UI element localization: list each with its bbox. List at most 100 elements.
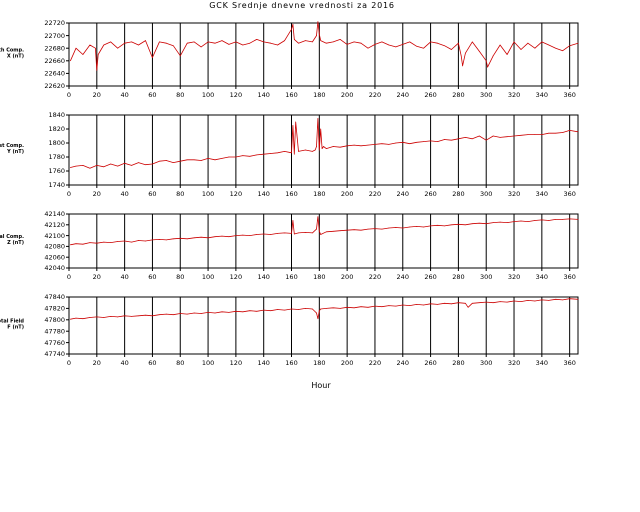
y-axis-label: X (nT) <box>7 54 24 60</box>
data-point <box>367 306 369 308</box>
x-tick-label: 220 <box>369 190 381 198</box>
data-point <box>89 167 91 169</box>
x-tick-label: 340 <box>536 273 548 281</box>
data-point <box>193 41 195 43</box>
data-point <box>318 149 320 151</box>
data-point <box>138 315 139 317</box>
series-line <box>70 298 579 320</box>
data-point <box>159 314 160 316</box>
y-tick-label: 22700 <box>44 32 65 40</box>
panel-3: 42040 42060 42080 42100 42120 42140 0 20 40 60 80 1… <box>0 210 579 281</box>
x-tick-label: 220 <box>369 91 381 99</box>
data-point <box>492 302 494 304</box>
data-point <box>478 222 480 224</box>
series-line <box>70 118 579 169</box>
data-point <box>242 311 244 313</box>
x-tick-label: 180 <box>313 91 325 99</box>
data-point <box>562 132 564 133</box>
data-point <box>478 51 480 52</box>
data-point <box>159 41 160 43</box>
data-point <box>325 308 327 309</box>
data-point <box>312 41 313 43</box>
panel-4: 47740 47760 47780 47800 47820 47840 0 20 40 60 80 1… <box>0 293 579 367</box>
data-point <box>471 138 473 140</box>
data-point <box>200 160 202 161</box>
x-tick-label: 60 <box>148 359 156 367</box>
data-point <box>235 156 237 158</box>
data-point <box>293 153 295 155</box>
x-tick-label: 80 <box>176 190 184 198</box>
data-point <box>374 44 376 45</box>
data-point <box>207 158 209 159</box>
y-tick-label: 22660 <box>44 57 65 65</box>
data-point <box>437 304 438 305</box>
plot-frame <box>68 296 579 355</box>
y-axis-label: Z (nT) <box>7 240 24 246</box>
data-point <box>332 146 334 147</box>
data-point <box>70 60 71 62</box>
data-point <box>249 155 251 157</box>
data-point <box>374 228 376 229</box>
data-point <box>193 159 195 161</box>
x-tick-label: 240 <box>397 359 409 367</box>
x-tick-label: 340 <box>536 359 548 367</box>
data-point <box>527 300 529 301</box>
data-point <box>221 235 223 237</box>
data-point <box>186 313 188 315</box>
data-point <box>124 315 125 317</box>
data-point <box>314 149 316 151</box>
data-point <box>353 229 355 231</box>
data-point <box>293 39 295 40</box>
data-point <box>320 128 322 130</box>
data-point <box>110 163 112 165</box>
data-point <box>562 50 564 52</box>
data-point <box>277 152 278 154</box>
data-point <box>256 234 258 235</box>
data-point <box>103 317 105 318</box>
data-point <box>409 41 411 43</box>
data-point <box>513 135 515 137</box>
data-point <box>298 151 299 152</box>
data-point <box>332 41 334 43</box>
x-tick-label: 320 <box>508 359 520 367</box>
data-point <box>70 244 71 246</box>
data-point <box>292 220 294 221</box>
data-point <box>458 42 459 44</box>
y-tick-label: 22640 <box>44 70 65 78</box>
x-tick-label: 280 <box>452 273 464 281</box>
data-point <box>89 242 91 243</box>
data-point <box>312 308 313 310</box>
data-point <box>95 47 96 49</box>
x-tick-label: 280 <box>452 359 464 367</box>
data-point <box>207 41 209 43</box>
data-point <box>520 301 522 302</box>
data-point <box>242 44 244 46</box>
data-point <box>569 45 571 47</box>
data-point <box>458 223 459 225</box>
data-point <box>242 234 244 236</box>
data-point <box>305 308 306 309</box>
y-axis-label: F (nT) <box>7 325 24 331</box>
data-point <box>444 302 445 304</box>
plot-frame <box>68 114 579 186</box>
data-point <box>444 225 445 227</box>
data-point <box>506 136 508 138</box>
data-point <box>569 130 571 131</box>
data-point <box>381 41 383 43</box>
data-point <box>75 317 77 319</box>
data-point <box>131 241 132 243</box>
data-point <box>465 224 466 226</box>
data-point <box>321 148 323 149</box>
data-point <box>221 311 223 313</box>
data-point <box>577 298 579 300</box>
x-tick-label: 140 <box>257 91 269 99</box>
data-point <box>395 227 397 228</box>
data-point <box>89 44 91 46</box>
data-point <box>291 233 292 234</box>
data-point <box>179 313 181 314</box>
data-point <box>388 144 390 145</box>
data-point <box>277 44 278 46</box>
data-point <box>325 42 327 44</box>
data-point <box>416 45 418 47</box>
